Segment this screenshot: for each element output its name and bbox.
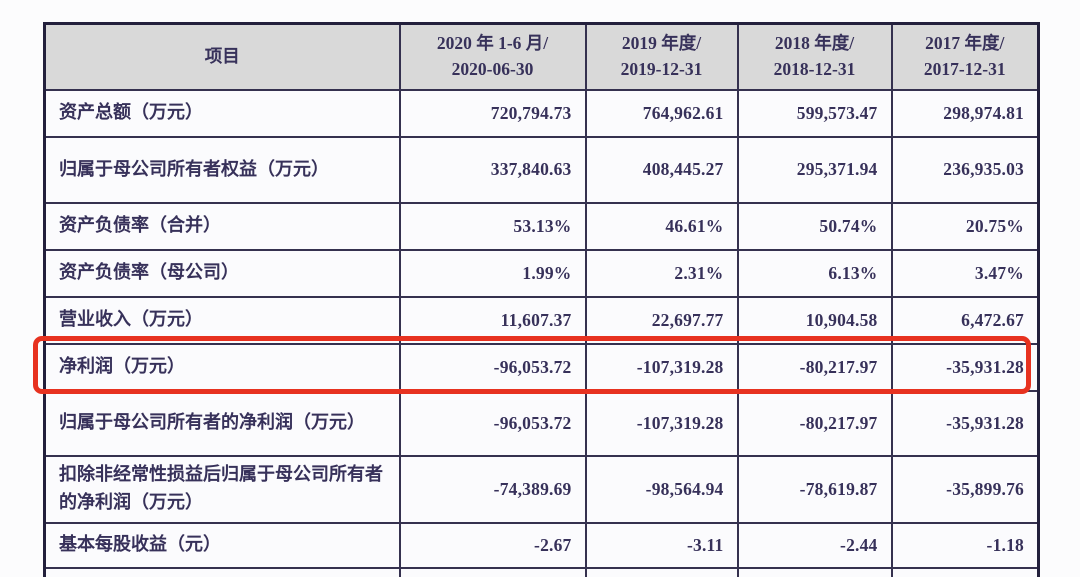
cell-value: 20.75% <box>890 201 1040 251</box>
table-row-debt-ratio-parent: 资产负债率（母公司） 1.99% 2.31% 6.13% 3.47% <box>43 248 1040 298</box>
cell-value: 295,371.94 <box>736 135 893 204</box>
row-label: 基本每股收益（元） <box>43 521 401 569</box>
period-line2: 2017-12-31 <box>923 58 1006 79</box>
cell-value: -96,053.72 <box>398 389 587 457</box>
empty-cell <box>398 566 587 577</box>
period-line1: 2017 年度/ <box>925 33 1005 54</box>
table-row-net-profit-highlighted: 净利润（万元） -96,053.72 -107,319.28 -80,217.9… <box>43 342 1040 392</box>
table-row-total-assets: 资产总额（万元） 720,794.73 764,962.61 599,573.4… <box>43 88 1040 138</box>
cell-value: -107,319.28 <box>584 342 739 392</box>
cell-value: 599,573.47 <box>736 88 893 138</box>
header-cell-item: 项目 <box>43 22 401 91</box>
row-label: 营业收入（万元） <box>43 295 401 345</box>
table-header-row: 项目 2020 年 1-6 月/ 2020-06-30 2019 年度/ 201… <box>43 22 1040 91</box>
period-line2: 2020-06-30 <box>451 58 534 79</box>
cell-value: -96,053.72 <box>398 342 587 392</box>
cell-value: 720,794.73 <box>398 88 587 138</box>
cell-value: 236,935.03 <box>890 135 1040 204</box>
cell-value: -80,217.97 <box>736 342 893 392</box>
table-row-operating-revenue: 营业收入（万元） 11,607.37 22,697.77 10,904.58 6… <box>43 295 1040 345</box>
cell-value: -2.67 <box>398 521 587 569</box>
table-row-basic-eps: 基本每股收益（元） -2.67 -3.11 -2.44 -1.18 <box>43 521 1040 569</box>
empty-cell <box>736 566 893 577</box>
cell-value: -98,564.94 <box>584 454 739 524</box>
cell-value: 6,472.67 <box>890 295 1040 345</box>
cell-value: 337,840.63 <box>398 135 587 204</box>
period-line1: 2019 年度/ <box>621 33 702 54</box>
table-row-debt-ratio-consolidated: 资产负债率（合并） 53.13% 46.61% 50.74% 20.75% <box>43 201 1040 251</box>
cell-value: 10,904.58 <box>736 295 893 345</box>
period-line2: 2018-12-31 <box>773 58 856 79</box>
cell-value: 2.31% <box>584 248 739 298</box>
cell-value: 298,974.81 <box>890 88 1040 138</box>
period-line1: 2018 年度/ <box>774 33 855 54</box>
cell-value: 46.61% <box>584 201 739 251</box>
period-line1: 2020 年 1-6 月/ <box>436 33 549 54</box>
row-label: 净利润（万元） <box>43 342 401 392</box>
row-label: 扣除非经常性损益后归属于母公司所有者的净利润（万元） <box>43 454 401 524</box>
cell-value: 22,697.77 <box>584 295 739 345</box>
table-row-partial-cutoff <box>43 566 1040 577</box>
cell-value: -35,931.28 <box>890 342 1040 392</box>
cell-value: -74,389.69 <box>398 454 587 524</box>
empty-cell <box>584 566 739 577</box>
cell-value: 6.13% <box>736 248 893 298</box>
table-row-parent-equity: 归属于母公司所有者权益（万元） 337,840.63 408,445.27 29… <box>43 135 1040 204</box>
cell-value: 11,607.37 <box>398 295 587 345</box>
cell-value: -80,217.97 <box>736 389 893 457</box>
table-row-net-profit-after-nonrecurring: 扣除非经常性损益后归属于母公司所有者的净利润（万元） -74,389.69 -9… <box>43 454 1040 524</box>
row-label: 资产负债率（母公司） <box>43 248 401 298</box>
header-cell-2017: 2017 年度/ 2017-12-31 <box>890 22 1040 91</box>
cell-value: 408,445.27 <box>584 135 739 204</box>
cell-value: -107,319.28 <box>584 389 739 457</box>
cell-value: 764,962.61 <box>584 88 739 138</box>
cell-value: 53.13% <box>398 201 587 251</box>
header-cell-2020: 2020 年 1-6 月/ 2020-06-30 <box>398 22 587 91</box>
cell-value: -3.11 <box>584 521 739 569</box>
empty-cell <box>43 566 401 577</box>
cell-value: 50.74% <box>736 201 893 251</box>
financial-summary-table: 项目 2020 年 1-6 月/ 2020-06-30 2019 年度/ 201… <box>43 22 1040 577</box>
cell-value: -35,899.76 <box>890 454 1040 524</box>
empty-cell <box>890 566 1040 577</box>
cell-value: -2.44 <box>736 521 893 569</box>
table-row-net-profit-parent: 归属于母公司所有者的净利润（万元） -96,053.72 -107,319.28… <box>43 389 1040 457</box>
cell-value: -78,619.87 <box>736 454 893 524</box>
cell-value: -35,931.28 <box>890 389 1040 457</box>
header-cell-2018: 2018 年度/ 2018-12-31 <box>736 22 893 91</box>
row-label: 归属于母公司所有者权益（万元） <box>43 135 401 204</box>
period-line2: 2019-12-31 <box>620 58 703 79</box>
cell-value: 3.47% <box>890 248 1040 298</box>
row-label: 资产总额（万元） <box>43 88 401 138</box>
header-cell-2019: 2019 年度/ 2019-12-31 <box>584 22 739 91</box>
header-item-label: 项目 <box>204 46 240 67</box>
row-label: 资产负债率（合并） <box>43 201 401 251</box>
cell-value: -1.18 <box>890 521 1040 569</box>
cell-value: 1.99% <box>398 248 587 298</box>
row-label: 归属于母公司所有者的净利润（万元） <box>43 389 401 457</box>
